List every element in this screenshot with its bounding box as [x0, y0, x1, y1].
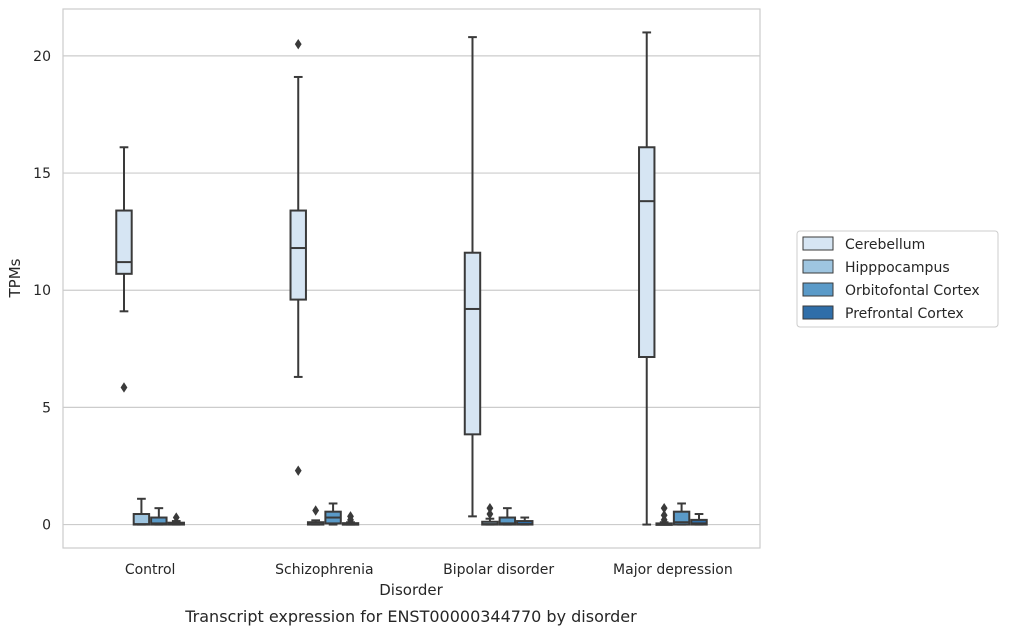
- y-axis-label: TPMs: [6, 258, 24, 298]
- plot-frame: [62, 8, 761, 549]
- box-body: [690, 518, 708, 526]
- legend-label: Cerebellum: [845, 237, 925, 253]
- box-hipppocampus: [655, 502, 673, 526]
- y-tick-label: 10: [33, 283, 51, 299]
- y-axis-ticks: 0 5 10 15 20: [33, 49, 51, 534]
- y-tick-label: 5: [42, 400, 51, 416]
- box-cerebellum: [463, 36, 482, 518]
- box-body: [463, 251, 482, 436]
- legend-swatch: [802, 236, 834, 251]
- box-body: [498, 516, 517, 526]
- legend-label: Prefrontal Cortex: [845, 306, 964, 322]
- chart-caption: Transcript expression for ENST0000034477…: [184, 607, 637, 626]
- outlier-marker: [120, 382, 128, 393]
- outlier-marker: [347, 511, 354, 522]
- outlier-marker: [172, 512, 180, 523]
- box-cerebellum: [115, 146, 133, 393]
- box-body: [289, 209, 307, 301]
- legend: Cerebellum Hipppocampus Orbitofontal Corte…: [796, 230, 999, 328]
- y-tick-label: 15: [33, 166, 51, 182]
- legend-frame: [796, 230, 999, 328]
- x-tick-label: Schizophrenia: [275, 562, 373, 578]
- box-body: [132, 513, 151, 526]
- x-tick-label: Control: [125, 562, 176, 578]
- box-hipppocampus: [132, 497, 151, 526]
- legend-swatch: [802, 305, 834, 320]
- x-tick-label: Major depression: [613, 562, 733, 578]
- x-axis-label: Disorder: [379, 581, 443, 599]
- box-hipppocampus: [306, 505, 325, 526]
- box-orbitofontal-cortex: [324, 502, 342, 526]
- y-tick-label: 0: [42, 518, 51, 534]
- x-tick-label: Bipolar disorder: [443, 562, 554, 578]
- box-prefrontal-cortex: [690, 513, 708, 526]
- outlier-marker: [294, 38, 302, 50]
- outlier-marker: [486, 502, 494, 514]
- box-body: [638, 146, 656, 359]
- outlier-marker: [312, 505, 320, 516]
- box-body: [150, 516, 168, 526]
- box-orbitofontal-cortex: [150, 507, 168, 526]
- box-body: [115, 209, 133, 275]
- box-orbitofontal-cortex: [672, 502, 691, 526]
- legend-label: Orbitofontal Cortex: [845, 283, 980, 299]
- outlier-marker: [660, 502, 668, 514]
- y-tick-label: 20: [33, 49, 51, 65]
- box-cerebellum: [638, 31, 656, 526]
- legend-swatch: [802, 282, 834, 297]
- box-prefrontal-cortex: [516, 516, 534, 526]
- legend-swatch: [802, 259, 834, 274]
- box-orbitofontal-cortex: [498, 507, 517, 526]
- outlier-marker: [660, 509, 668, 521]
- outlier-marker: [294, 465, 302, 476]
- outlier-marker: [486, 508, 494, 520]
- box-hipppocampus: [481, 502, 499, 526]
- box-prefrontal-cortex: [167, 512, 185, 526]
- box-prefrontal-cortex: [341, 511, 360, 526]
- legend-items: Cerebellum Hipppocampus Orbitofontal Corte…: [802, 236, 980, 322]
- box-cerebellum: [289, 38, 307, 476]
- legend-label: Hipppocampus: [845, 260, 950, 276]
- x-axis-ticks: Control Schizophrenia Bipolar disorder Majo…: [125, 562, 733, 578]
- box-series: [115, 31, 708, 526]
